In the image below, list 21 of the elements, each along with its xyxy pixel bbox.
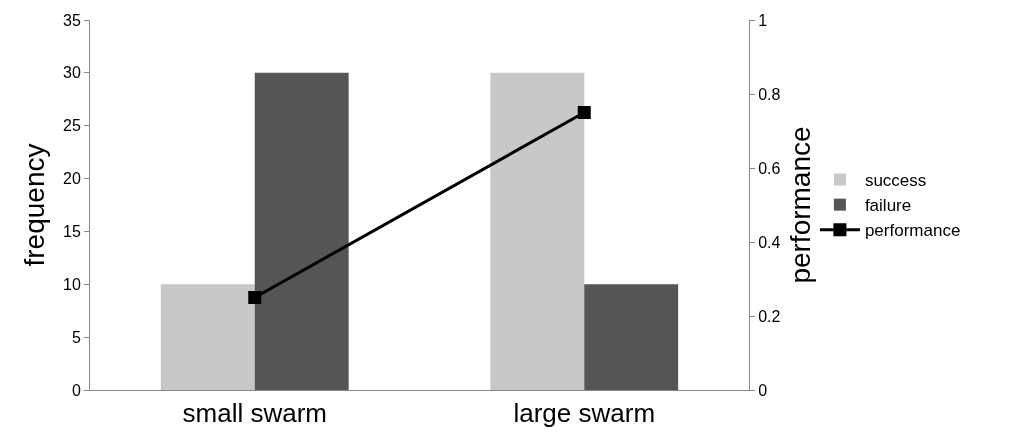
y-tick-label: 20 (63, 170, 81, 188)
y-tick-label: 0 (71, 381, 81, 399)
x-tick-label: large swarm (513, 398, 656, 429)
y-tick-label: 5 (71, 328, 81, 346)
legend-label: success (864, 171, 927, 191)
y-tick-label: 25 (63, 117, 81, 135)
y2-tick-label: 0.2 (758, 307, 781, 325)
y2-tick-label: 0 (758, 381, 768, 399)
y2-tick-label: 0.8 (758, 85, 781, 103)
y-tick-label: 15 (63, 223, 81, 241)
legend-label: failure (864, 196, 912, 216)
y2-tick-label: 0.4 (758, 233, 781, 251)
y2-tick-label: 1 (758, 11, 768, 29)
y2-tick-label: 0.6 (758, 159, 781, 177)
x-tick-label: small swarm (182, 398, 327, 429)
y-tick-label: 35 (63, 11, 81, 29)
y-tick-label: 10 (63, 275, 81, 293)
legend-label: performance (864, 221, 961, 241)
y-axis-title: frequency (18, 143, 50, 267)
y-tick-label: 30 (63, 64, 81, 82)
y2-axis-title: performance (784, 126, 816, 284)
